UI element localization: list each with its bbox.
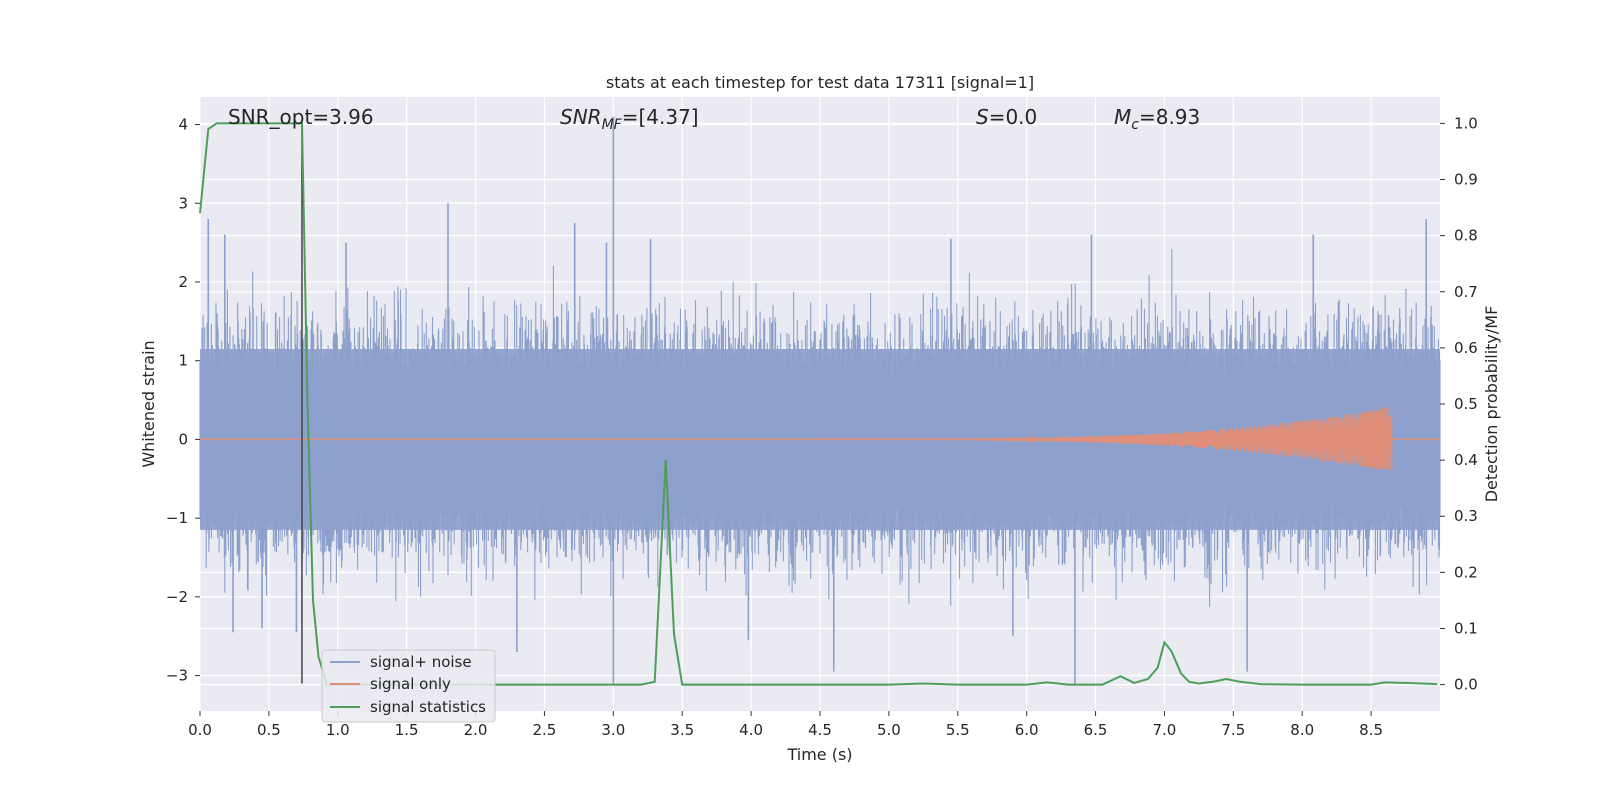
- right-y-axis-label: Detection probability/MF: [1482, 306, 1501, 503]
- yl-tick-label-2: −1: [166, 509, 188, 527]
- chart-title: stats at each timestep for test data 173…: [606, 73, 1034, 92]
- annotation-snr-mf-base: SNR: [560, 105, 602, 129]
- yr-tick-label-6: 0.6: [1454, 339, 1478, 357]
- x-tick-label-7: 3.5: [670, 721, 694, 739]
- annotation-s-value: =0.0: [989, 105, 1038, 129]
- x-tick-label-14: 7.0: [1153, 721, 1177, 739]
- legend-label-signal-statistics: signal statistics: [370, 698, 486, 716]
- yr-tick-label-5: 0.5: [1454, 395, 1478, 413]
- annotation-snr-mf-value: =[4.37]: [622, 105, 699, 129]
- annotation-s: S=0.0: [976, 105, 1037, 129]
- legend: signal+ noise signal only signal statist…: [321, 649, 496, 723]
- signal-statistics-series: [199, 122, 1438, 686]
- x-tick-label-11: 5.5: [946, 721, 970, 739]
- x-tick-label-5: 2.5: [533, 721, 557, 739]
- yr-tick-label-0: 0.0: [1454, 676, 1478, 694]
- annotation-mc-base: M: [1114, 105, 1131, 129]
- x-tick-label-0: 0.0: [188, 721, 212, 739]
- yl-tick-label-5: 2: [178, 273, 188, 291]
- yr-tick-label-2: 0.2: [1454, 563, 1478, 581]
- yr-tick-label-7: 0.7: [1454, 283, 1478, 301]
- x-tick-label-12: 6.0: [1015, 721, 1039, 739]
- x-tick-label-17: 8.5: [1359, 721, 1383, 739]
- x-tick-label-1: 0.5: [257, 721, 281, 739]
- annotation-snr-opt: SNR_opt=3.96: [228, 105, 374, 129]
- annotation-snr-mf: SNRMF=[4.37]: [560, 105, 699, 133]
- left-y-axis-ticks: −3 −2 −1 0 1 2 3 4: [166, 116, 200, 685]
- legend-box: [321, 649, 496, 723]
- x-tick-label-8: 4.0: [739, 721, 763, 739]
- annotation-mc-sub: c: [1131, 117, 1139, 133]
- yr-tick-label-8: 0.8: [1454, 227, 1478, 245]
- x-tick-label-16: 8.0: [1290, 721, 1314, 739]
- annotation-s-base: S: [976, 105, 989, 129]
- legend-label-signal-plus-noise: signal+ noise: [370, 653, 472, 671]
- x-axis-ticks: 0.0 0.5 1.0 1.5 2.0 2.5 3.0 3.5 4.0 4.5 5.0 5.5 6.0 6…: [188, 711, 1383, 739]
- right-y-axis-ticks: 0.0 0.1 0.2 0.3 0.4 0.5 0.6 0.7 0.8 0.9 1.0: [1440, 114, 1478, 694]
- x-tick-label-2: 1.0: [326, 721, 350, 739]
- yl-tick-label-6: 3: [178, 194, 188, 212]
- annotation-mc: Mc=8.93: [1114, 105, 1200, 133]
- yr-tick-label-4: 0.4: [1454, 451, 1478, 469]
- x-axis-label: Time (s): [786, 745, 852, 764]
- signal-only-chirp: [820, 406, 1393, 471]
- x-tick-label-10: 5.0: [877, 721, 901, 739]
- x-tick-label-9: 4.5: [808, 721, 832, 739]
- legend-label-signal-only: signal only: [370, 675, 451, 693]
- yr-tick-label-9: 0.9: [1454, 171, 1478, 189]
- yl-tick-label-0: −3: [166, 667, 188, 685]
- yl-tick-label-1: −2: [166, 588, 188, 606]
- signal-only-series: [200, 406, 1440, 471]
- annotation-snr-mf-sub: MF: [602, 117, 623, 133]
- x-tick-label-13: 6.5: [1084, 721, 1108, 739]
- x-tick-label-15: 7.5: [1221, 721, 1245, 739]
- x-tick-label-4: 2.0: [464, 721, 488, 739]
- left-y-axis-label: Whitened strain: [139, 340, 158, 467]
- x-tick-label-3: 1.5: [395, 721, 419, 739]
- yl-tick-label-7: 4: [178, 116, 188, 134]
- yl-tick-label-3: 0: [178, 430, 188, 448]
- yr-tick-label-3: 0.3: [1454, 507, 1478, 525]
- yl-tick-label-4: 1: [178, 352, 188, 370]
- yr-tick-label-1: 0.1: [1454, 619, 1478, 637]
- annotation-mc-value: =8.93: [1139, 105, 1200, 129]
- x-tick-label-6: 3.0: [601, 721, 625, 739]
- yr-tick-label-10: 1.0: [1454, 114, 1478, 132]
